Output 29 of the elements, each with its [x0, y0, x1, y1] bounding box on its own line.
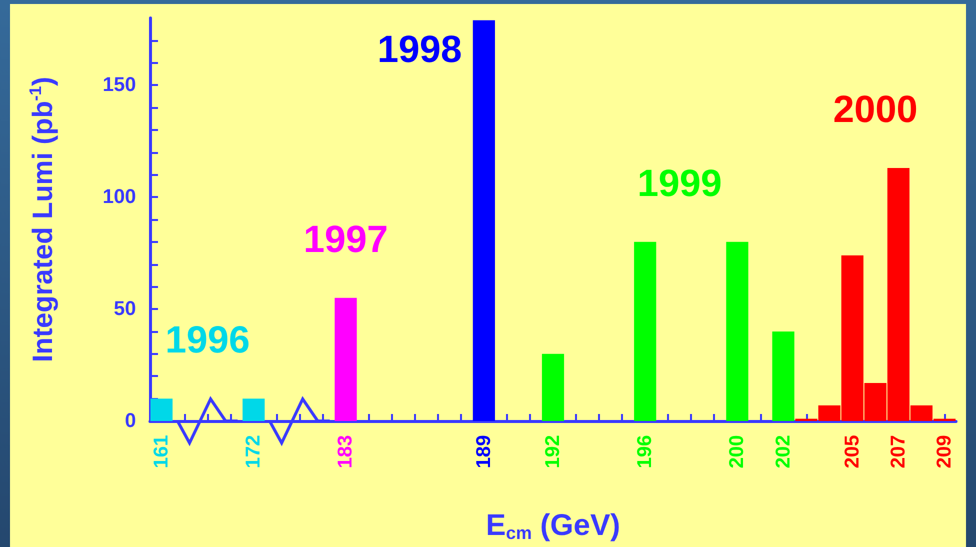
series-label: 2000 — [833, 89, 918, 132]
x-tick-label: 161 — [150, 435, 173, 468]
bar — [150, 398, 173, 421]
bar — [726, 242, 748, 421]
x-tick-label: 183 — [334, 435, 357, 468]
y-tick-label: 150 — [102, 74, 136, 96]
x-tick-label: 205 — [841, 435, 864, 468]
series-label: 1996 — [165, 320, 250, 362]
series-label: 1999 — [637, 162, 722, 205]
x-tick-label: 202 — [772, 435, 794, 468]
y-tick-label: 100 — [102, 186, 136, 208]
x-tick-label: 196 — [634, 435, 656, 468]
bar — [634, 242, 656, 421]
x-tick-label: 172 — [242, 435, 265, 468]
bar — [334, 298, 357, 421]
y-tick-label: 50 — [114, 298, 136, 320]
x-tick-label: 207 — [887, 435, 910, 468]
y-axis-title: Integrated Lumi (pb-1) — [26, 76, 58, 362]
series-label: 1997 — [303, 218, 388, 261]
series-label: 1998 — [377, 29, 462, 71]
bar — [772, 331, 794, 421]
bar — [542, 354, 564, 421]
bar — [242, 398, 265, 421]
x-tick-label: 192 — [542, 435, 564, 468]
bar — [472, 20, 495, 421]
x-tick-label: 200 — [726, 435, 748, 468]
x-tick-label: 189 — [472, 435, 495, 468]
y-tick-label: 0 — [124, 410, 136, 432]
x-tick-label: 209 — [933, 435, 956, 468]
